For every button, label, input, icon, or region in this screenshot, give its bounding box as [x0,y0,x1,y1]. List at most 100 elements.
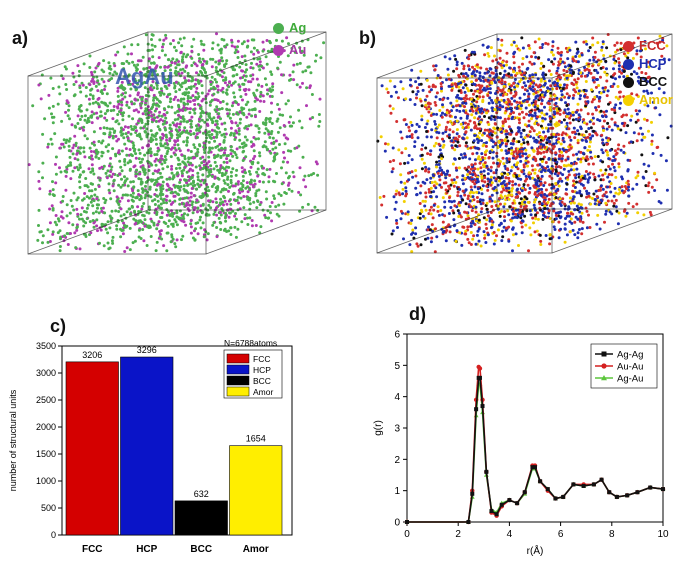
cube-b-atom [568,68,572,72]
cube-b-atom [636,174,640,178]
cube-b-atom [565,92,569,96]
cube-a-atom [144,184,147,188]
cube-a-atom [50,112,53,116]
cube-b-atom [415,86,419,90]
cube-a-atom [78,166,82,169]
cube-b-atom [482,169,486,173]
cube-a-atom [215,235,219,239]
cube-b-atom [504,120,508,123]
cube-a-atom [196,178,200,182]
cube-b-atom [475,219,478,223]
cube-b-atom [516,167,520,171]
cube-a-atom [298,46,302,50]
cube-a-atom [201,97,205,101]
cube-a-atom [201,173,205,177]
cube-b-atom [631,187,635,191]
cube-a-atom [65,165,69,169]
cube-a-atom [219,51,223,55]
cube-b-atom [481,158,485,162]
cube-b-atom [449,206,453,209]
cube-a-atom [180,59,184,63]
cube-a-atom [277,192,281,196]
cube-a-atom [156,223,159,227]
cube-a-atom [108,191,112,195]
cube-b-atom [597,200,601,204]
cube-b-atom [453,54,457,58]
cube-a-atom [317,113,321,116]
cube-a-atom [214,69,218,73]
cube-b-atom [491,145,495,149]
cube-a-atom [223,81,227,85]
cube-a-atom [129,160,133,164]
cube-b-atom [552,107,556,110]
cube-a-atom [189,182,193,186]
cube-a-atom [255,77,259,81]
cube-a-atom [82,197,86,201]
cube-a-atom [270,47,274,51]
cube-a-atom [232,74,236,78]
cube-a-atom [179,51,183,55]
cube-b-atom [542,184,546,187]
cube-a-atom [59,215,63,219]
cube-b-atom [490,71,494,75]
cube-b-atom [421,199,425,203]
cube-a-atom [196,182,200,186]
cube-b-atom [487,123,491,126]
cube-a-atom [151,172,155,176]
cube-a-atom [229,181,233,185]
cube-a-atom [253,99,257,103]
cube-b-atom [466,197,470,201]
cube-b-atom [550,135,553,139]
cube-b-atom [446,120,450,124]
cube-b-atom [441,111,444,115]
cube-b-atom [520,231,524,235]
cube-b-atom [517,183,521,187]
cube-b-atom [534,91,538,95]
cube-b-atom [467,203,471,207]
cube-a-atom [51,121,55,125]
cube-a-atom [200,118,204,122]
cube-a-atom [230,44,234,48]
cube-a-atom [130,43,134,47]
cube-b-atom [576,77,580,81]
cube-b-atom [504,100,508,104]
cube-a-atom [183,102,187,106]
cube-b-atom [566,57,570,61]
cube-a-atom [163,77,167,81]
cube-a-atom [280,166,283,170]
cube-a-atom [251,185,255,189]
cube-a-atom [76,114,80,118]
cube-a-atom [74,246,78,250]
cube-a-atom [173,242,177,246]
cube-b-atom [451,105,455,109]
cube-b-atom [523,179,527,183]
cube-b-atom [459,200,463,204]
cube-b-atom [531,168,535,172]
cube-a-atom [258,231,262,235]
cube-a-atom [169,155,173,159]
cube-a-atom [218,107,222,111]
cube-b-atom [580,53,584,57]
cube-b-atom [405,135,409,139]
cube-a-atom [176,139,180,142]
cube-b-atom [591,162,595,166]
cube-a-atom [195,187,199,191]
cube-a-atom [163,155,167,158]
cube-a-atom [65,138,69,142]
cube-a-atom [131,82,135,86]
cube-a-atom [220,174,224,178]
cube-b-atom [574,40,578,44]
cube-b-atom [444,176,448,180]
cube-a-atom [225,161,229,164]
cube-b-atom [518,69,522,73]
cube-b-atom [532,149,536,153]
cube-b-atom [573,78,577,82]
cube-b-atom [650,139,654,143]
cube-a-atom [212,221,216,225]
cube-b-atom [476,229,480,233]
cube-a-atom [221,200,225,204]
cube-a-atom [300,126,304,130]
cube-b-atom [473,104,477,108]
cube-a-atom [181,55,185,59]
cube-b-atom [474,158,477,162]
